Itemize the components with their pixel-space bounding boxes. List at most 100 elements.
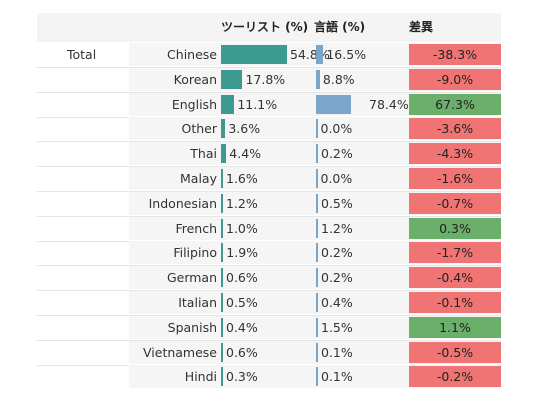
difference-cell: -0.2%	[409, 366, 501, 388]
difference-cell: -1.7%	[409, 242, 501, 264]
tourist-value: 17.8%	[245, 71, 286, 87]
language-bar	[316, 45, 324, 64]
tourist-value: 0.4%	[226, 319, 258, 335]
language-label: Vietnamese	[143, 344, 217, 360]
language-bar	[316, 342, 318, 362]
difference-cell: -38.3%	[409, 44, 501, 65]
language-bar	[316, 218, 318, 238]
language-label: Thai	[190, 146, 217, 162]
language-value: 0.2%	[321, 146, 353, 162]
language-value: 0.1%	[321, 344, 353, 360]
language-value: 1.2%	[321, 220, 353, 236]
tourist-value: 0.6%	[226, 344, 258, 360]
row-divider	[37, 265, 501, 267]
difference-cell: -4.3%	[409, 143, 501, 165]
difference-cell: -0.1%	[409, 292, 501, 313]
language-bar	[316, 317, 318, 337]
tourist-bar	[221, 342, 223, 362]
language-value: 0.4%	[321, 295, 353, 310]
difference-cell: 67.3%	[409, 93, 501, 115]
row-divider	[37, 364, 501, 366]
row-divider	[37, 116, 501, 118]
language-label: Italian	[178, 295, 217, 310]
row-divider	[37, 66, 501, 68]
tourist-bar	[221, 243, 224, 263]
difference-cell: -1.6%	[409, 168, 501, 189]
language-label: Filipino	[173, 245, 217, 261]
row-divider	[37, 215, 501, 217]
language-label: Other	[181, 121, 218, 137]
tourist-bar	[221, 119, 226, 139]
language-tourist-table: ツーリスト (%) 言語 (%) 差異 Total Chinese 54.8% 16…	[37, 13, 501, 393]
tourist-bar	[221, 317, 223, 337]
difference-cell: -0.4%	[409, 267, 501, 289]
language-label: English	[171, 96, 217, 112]
tourist-value: 0.5%	[226, 295, 258, 310]
row-divider	[37, 314, 501, 316]
row-divider	[37, 339, 501, 341]
language-value: 78.4%	[369, 96, 409, 112]
language-bar	[316, 94, 351, 114]
tourist-bar	[221, 193, 223, 213]
row-divider	[37, 166, 501, 168]
row-divider	[37, 141, 501, 143]
language-label: French	[175, 220, 217, 236]
language-value: 0.5%	[321, 195, 353, 211]
language-bar	[316, 243, 318, 263]
tourist-value: 54.8%	[290, 47, 330, 62]
language-label: Spanish	[167, 319, 217, 335]
language-value: 1.5%	[321, 319, 353, 335]
tourist-value: 0.3%	[226, 369, 258, 385]
tourist-value: 1.0%	[226, 220, 258, 236]
tourist-bar	[221, 218, 223, 238]
tourist-bar	[221, 367, 223, 387]
tourist-bar	[221, 45, 287, 64]
tourist-bar	[221, 94, 235, 114]
tourist-value: 4.4%	[229, 146, 262, 162]
language-column-header: 言語 (%)	[314, 20, 366, 34]
tourist-bar	[221, 293, 223, 312]
tourist-bar	[221, 169, 223, 188]
tourist-bar	[221, 268, 223, 288]
difference-cell: 1.1%	[409, 316, 501, 338]
tourist-column-header: ツーリスト (%)	[221, 20, 309, 34]
language-bar	[316, 119, 318, 139]
language-bar	[316, 367, 318, 387]
language-value: 8.8%	[322, 71, 355, 87]
language-label: Chinese	[167, 47, 217, 62]
tourist-value: 11.1%	[237, 96, 278, 112]
tourist-value: 0.6%	[226, 270, 258, 286]
tourist-value: 1.2%	[226, 195, 258, 211]
language-value: 0.2%	[321, 270, 353, 286]
difference-cell: -0.5%	[409, 341, 501, 363]
row-divider	[37, 91, 501, 93]
difference-column-header: 差異	[409, 20, 434, 34]
row-divider	[37, 240, 501, 242]
language-value: 0.0%	[320, 171, 353, 186]
language-bar	[316, 69, 320, 89]
group-label: Total	[67, 47, 97, 62]
language-label: German	[166, 270, 217, 286]
tourist-value: 1.9%	[226, 245, 259, 261]
language-label: Hindi	[184, 369, 217, 385]
difference-cell: 0.3%	[409, 217, 501, 239]
language-label: Malay	[180, 171, 217, 186]
language-bar	[316, 144, 318, 164]
row-divider	[37, 290, 501, 292]
language-value: 0.1%	[321, 369, 353, 385]
language-bar	[316, 293, 318, 312]
tourist-bar	[221, 144, 227, 164]
language-value: 0.2%	[321, 245, 353, 261]
tourist-value: 3.6%	[228, 121, 261, 137]
row-divider	[37, 190, 501, 192]
table-header: ツーリスト (%) 言語 (%) 差異	[37, 13, 501, 42]
language-bar	[316, 169, 318, 188]
language-label: Korean	[173, 71, 217, 87]
language-label: Indonesian	[148, 195, 217, 211]
language-value: 16.5%	[326, 47, 367, 62]
language-bar	[316, 193, 318, 213]
language-bar	[316, 268, 318, 288]
tourist-value: 1.6%	[226, 171, 258, 186]
language-value: 0.0%	[320, 121, 353, 137]
difference-cell: -0.7%	[409, 192, 501, 214]
